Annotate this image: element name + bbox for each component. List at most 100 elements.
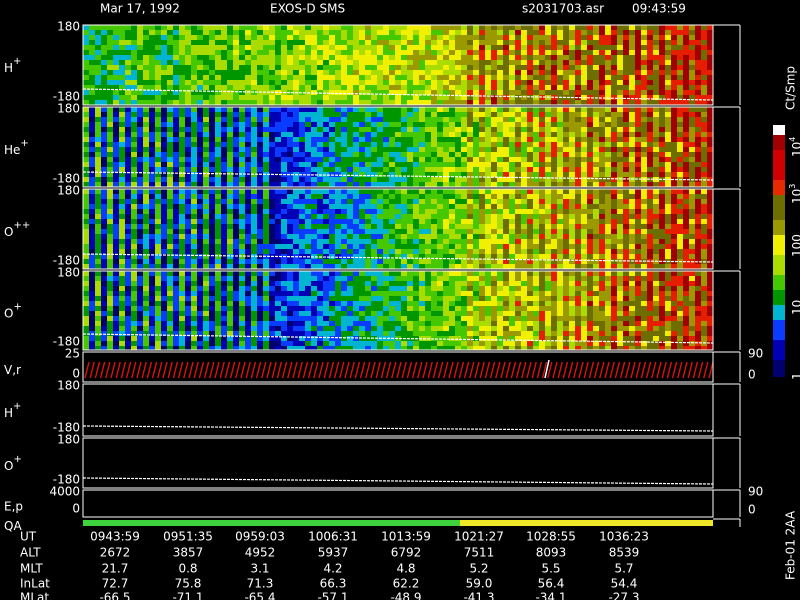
spectrogram-cell: [617, 249, 623, 254]
spectrogram-cell: [281, 127, 287, 132]
spectrogram-cell: [671, 189, 677, 194]
spectrogram-cell: [497, 60, 503, 65]
spectrogram-cell: [443, 142, 449, 147]
spectrogram-cell: [173, 254, 179, 259]
spectrogram-cell: [527, 112, 533, 117]
spectrogram-cell: [347, 264, 353, 269]
spectrogram-cell: [653, 75, 659, 80]
spectrogram-cell: [683, 70, 689, 75]
spectrogram-cell: [119, 90, 125, 95]
spectrogram-cell: [95, 35, 101, 40]
spectrogram-cell: [503, 107, 509, 112]
spectrogram-cell: [305, 204, 311, 209]
spectrogram-cell: [545, 100, 551, 105]
spectrogram-cell: [401, 224, 407, 229]
spectrogram-cell: [497, 177, 503, 182]
spectrogram-cell: [707, 85, 713, 90]
spectrogram-cell: [131, 219, 137, 224]
spectrogram-cell: [401, 107, 407, 112]
spectrogram-cell: [413, 75, 419, 80]
spectrogram-cell: [173, 264, 179, 269]
spectrogram-cell: [227, 25, 233, 30]
spectrogram-cell: [305, 244, 311, 249]
spectrogram-cell: [209, 112, 215, 117]
spectrogram-cell: [485, 132, 491, 137]
spectrogram-cell: [431, 177, 437, 182]
spectrogram-cell: [641, 90, 647, 95]
spectrogram-cell: [551, 167, 557, 172]
spectrogram-cell: [197, 224, 203, 229]
spectrogram-cell: [593, 142, 599, 147]
spectrogram-cell: [485, 194, 491, 199]
spectrogram-cell: [467, 55, 473, 60]
spectrogram-cell: [671, 127, 677, 132]
spectrogram-cell: [257, 219, 263, 224]
spectrogram-cell: [227, 55, 233, 60]
spectrogram-cell: [317, 194, 323, 199]
spectrogram-cell: [683, 127, 689, 132]
spectrogram-cell: [317, 132, 323, 137]
spectrogram-cell: [509, 35, 515, 40]
spectrogram-cell: [395, 244, 401, 249]
spectrogram-cell: [257, 152, 263, 157]
spectrogram-cell: [623, 65, 629, 70]
spectrogram-cell: [377, 65, 383, 70]
spectrogram-cell: [185, 55, 191, 60]
spectrogram-cell: [275, 264, 281, 269]
spectrogram-cell: [155, 75, 161, 80]
spectrogram-cell: [623, 254, 629, 259]
spectrogram-cell: [341, 50, 347, 55]
spectrogram-cell: [335, 182, 341, 187]
spectrogram-cell: [299, 214, 305, 219]
spectrogram-cell: [137, 30, 143, 35]
spectrogram-cell: [101, 60, 107, 65]
spectrogram-cell: [83, 254, 89, 259]
spectrogram-cell: [413, 137, 419, 142]
spectrogram-cell: [305, 85, 311, 90]
spectrogram-cell: [407, 147, 413, 152]
spectrogram-cell: [551, 199, 557, 204]
spectrogram-cell: [83, 219, 89, 224]
spectrogram-cell: [269, 75, 275, 80]
spectrogram-cell: [527, 137, 533, 142]
spectrogram-cell: [689, 152, 695, 157]
spectrogram-cell: [293, 85, 299, 90]
spectrogram-cell: [113, 107, 119, 112]
spectrogram-cell: [317, 30, 323, 35]
spectrogram-cell: [137, 167, 143, 172]
spectrogram-cell: [197, 167, 203, 172]
spectrogram-cell: [413, 167, 419, 172]
spectrogram-cell: [383, 40, 389, 45]
spectrogram-cell: [635, 214, 641, 219]
spectrogram-cell: [293, 194, 299, 199]
spectrogram-cell: [185, 204, 191, 209]
spectrogram-cell: [269, 142, 275, 147]
spectrogram-cell: [335, 194, 341, 199]
spectrogram-cell: [239, 35, 245, 40]
spectrogram-cell: [227, 182, 233, 187]
spectrogram-cell: [125, 209, 131, 214]
spectrogram-cell: [269, 45, 275, 50]
spectrogram-cell: [245, 249, 251, 254]
spectrogram-cell: [419, 55, 425, 60]
spectrogram-cell: [455, 35, 461, 40]
spectrogram-cell: [533, 122, 539, 127]
spectrogram-cell: [611, 239, 617, 244]
spectrogram-cell: [569, 189, 575, 194]
spectrogram-cell: [413, 55, 419, 60]
spectrogram-cell: [401, 60, 407, 65]
spectrogram-cell: [215, 70, 221, 75]
spectrogram-cell: [107, 60, 113, 65]
spectrogram-cell: [593, 219, 599, 224]
spectrogram-cell: [335, 147, 341, 152]
spectrogram-cell: [347, 100, 353, 105]
spectrogram-cell: [407, 182, 413, 187]
spectrogram-cell: [329, 40, 335, 45]
spectrogram-cell: [575, 122, 581, 127]
spectrogram-cell: [131, 90, 137, 95]
spectrogram-cell: [533, 45, 539, 50]
spectrogram-cell: [323, 199, 329, 204]
spectrogram-cell: [197, 122, 203, 127]
spectrogram-cell: [293, 234, 299, 239]
spectrogram-cell: [629, 224, 635, 229]
